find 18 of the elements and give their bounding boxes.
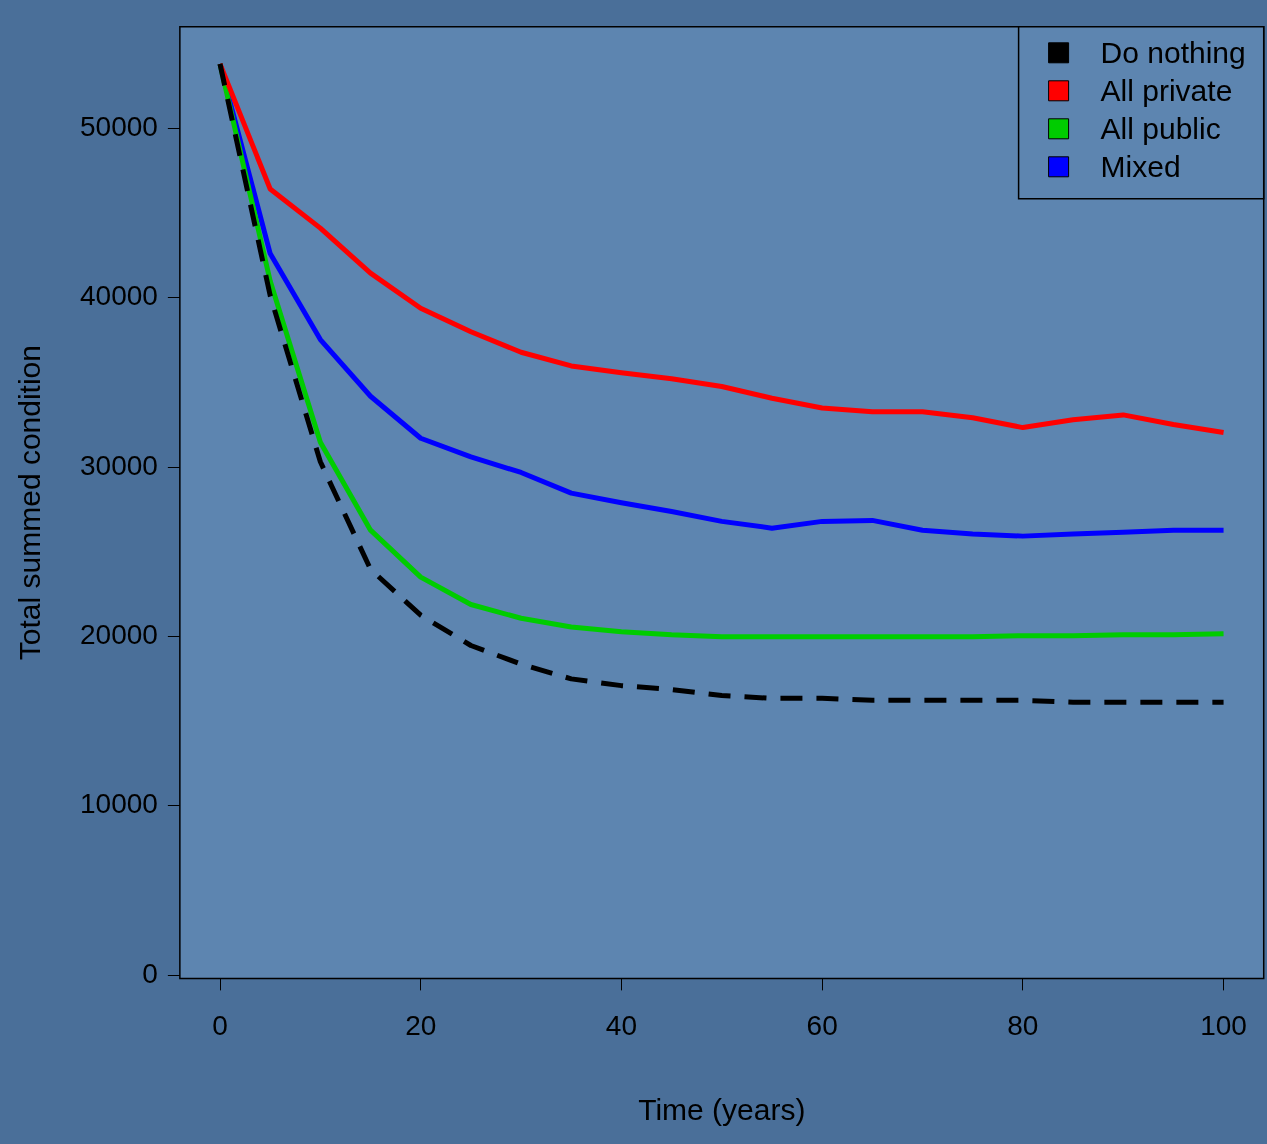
x-axis-title: Time (years) bbox=[638, 1093, 806, 1127]
y-tick-label: 10000 bbox=[79, 788, 158, 820]
y-tick-label: 0 bbox=[142, 957, 158, 989]
y-tick-label: 20000 bbox=[79, 619, 158, 651]
legend-label: Do nothing bbox=[1100, 36, 1246, 70]
legend-label: All public bbox=[1100, 112, 1221, 146]
legend-label: Mixed bbox=[1100, 150, 1181, 184]
x-tick-label: 60 bbox=[806, 1009, 838, 1041]
x-tick-label: 0 bbox=[212, 1009, 228, 1041]
x-tick-label: 100 bbox=[1200, 1009, 1247, 1041]
x-tick-label: 80 bbox=[1007, 1009, 1039, 1041]
y-tick-label: 30000 bbox=[79, 449, 158, 481]
legend-label: All private bbox=[1100, 74, 1233, 108]
y-tick-label: 50000 bbox=[79, 111, 158, 143]
x-tick-label: 20 bbox=[405, 1009, 437, 1041]
y-tick-label: 40000 bbox=[79, 280, 158, 312]
x-tick-label: 40 bbox=[605, 1009, 638, 1041]
y-axis-title: Total summed condition bbox=[13, 345, 47, 661]
